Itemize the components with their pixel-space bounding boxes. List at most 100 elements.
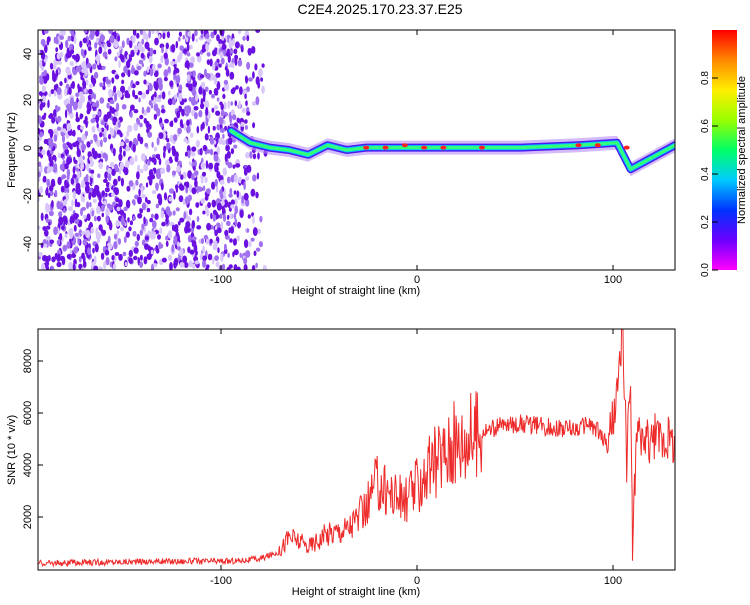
- noise-cell: [137, 90, 143, 96]
- noise-cell: [139, 30, 144, 36]
- noise-cell: [92, 150, 98, 160]
- noise-cell: [132, 230, 137, 237]
- noise-cell: [240, 45, 244, 53]
- noise-cell: [136, 233, 140, 242]
- noise-cell: [116, 167, 120, 173]
- noise-cell: [141, 239, 146, 246]
- noise-cell: [141, 38, 145, 45]
- noise-cell: [200, 102, 205, 110]
- noise-cell: [188, 85, 193, 91]
- noise-cell: [205, 107, 209, 116]
- noise-cell: [42, 255, 48, 262]
- noise-cell: [134, 240, 139, 247]
- noise-cell: [160, 55, 164, 64]
- noise-cell: [198, 110, 203, 118]
- colorbar-tick-label: 0.8: [700, 71, 711, 85]
- noise-cell: [244, 125, 248, 130]
- noise-cell: [78, 91, 84, 98]
- noise-cell: [224, 229, 229, 237]
- noise-cell: [153, 49, 157, 55]
- noise-cell: [114, 56, 118, 62]
- noise-cell: [92, 79, 96, 87]
- noise-cell: [144, 243, 149, 251]
- noise-cell: [259, 215, 263, 223]
- noise-cell: [167, 254, 173, 262]
- noise-cell: [38, 252, 43, 257]
- noise-cell: [222, 133, 225, 139]
- noise-cell: [253, 250, 257, 257]
- noise-cell: [219, 179, 225, 185]
- noise-cell: [232, 164, 236, 169]
- noise-cell: [194, 260, 200, 265]
- noise-cell: [38, 128, 41, 135]
- snr-y-label: SNR (10 * v/v): [6, 415, 18, 485]
- noise-cell: [241, 107, 246, 114]
- noise-cell: [245, 100, 248, 107]
- noise-cell: [74, 53, 80, 63]
- noise-cell: [245, 250, 251, 258]
- noise-cell: [74, 218, 80, 225]
- noise-cell: [260, 77, 263, 82]
- noise-cell: [165, 235, 169, 241]
- noise-cell: [56, 261, 62, 268]
- noise-cell: [204, 195, 209, 201]
- colorbar-label: Normalized spectral amplitude: [736, 76, 748, 224]
- noise-cell: [162, 32, 166, 40]
- noise-cell: [119, 130, 122, 137]
- spectrogram-x-label: Height of straight line (km): [292, 285, 420, 297]
- noise-cell: [213, 88, 219, 96]
- noise-cell: [86, 201, 90, 209]
- noise-cell: [169, 188, 175, 194]
- noise-cell: [192, 70, 196, 78]
- noise-cell: [112, 263, 117, 270]
- noise-cell: [170, 60, 175, 66]
- noise-cell: [92, 63, 97, 70]
- noise-cell: [171, 148, 177, 157]
- noise-cell: [177, 160, 183, 166]
- noise-cell: [41, 85, 46, 93]
- noise-cell: [234, 218, 238, 226]
- noise-cell: [49, 62, 54, 70]
- noise-cell: [230, 204, 235, 209]
- noise-cell: [119, 141, 125, 147]
- noise-cell: [191, 146, 197, 152]
- noise-cell: [184, 61, 188, 69]
- noise-cell: [87, 247, 91, 256]
- noise-cell: [164, 48, 168, 54]
- noise-cell: [91, 210, 95, 217]
- noise-cell: [209, 58, 213, 67]
- noise-cell: [84, 88, 87, 94]
- noise-cell: [72, 263, 76, 270]
- noise-cell: [251, 101, 257, 106]
- noise-cell: [66, 173, 70, 181]
- noise-cell: [187, 170, 193, 179]
- noise-cell: [140, 153, 146, 162]
- noise-cell: [176, 241, 180, 247]
- noise-cell: [70, 177, 75, 185]
- noise-cell: [129, 220, 133, 226]
- noise-cell: [46, 36, 51, 43]
- noise-cell: [229, 238, 233, 243]
- noise-cell: [42, 226, 47, 231]
- noise-cell: [97, 127, 102, 132]
- noise-cell: [46, 178, 51, 187]
- noise-cell: [98, 193, 102, 203]
- noise-cell: [202, 185, 206, 191]
- noise-cell: [202, 259, 207, 268]
- noise-cell: [125, 199, 131, 209]
- noise-cell: [72, 166, 76, 175]
- noise-cell: [200, 198, 205, 204]
- noise-cell: [111, 77, 115, 84]
- noise-cell: [151, 141, 154, 148]
- noise-cell: [178, 105, 183, 113]
- noise-cell: [223, 101, 227, 110]
- noise-cell: [56, 253, 61, 262]
- noise-cell: [225, 144, 231, 152]
- noise-cell: [219, 193, 224, 199]
- noise-cell: [84, 49, 87, 56]
- noise-cell: [255, 30, 261, 33]
- noise-cell: [232, 38, 235, 46]
- noise-cell: [47, 99, 50, 109]
- noise-cell: [214, 179, 218, 187]
- noise-cell: [42, 175, 47, 183]
